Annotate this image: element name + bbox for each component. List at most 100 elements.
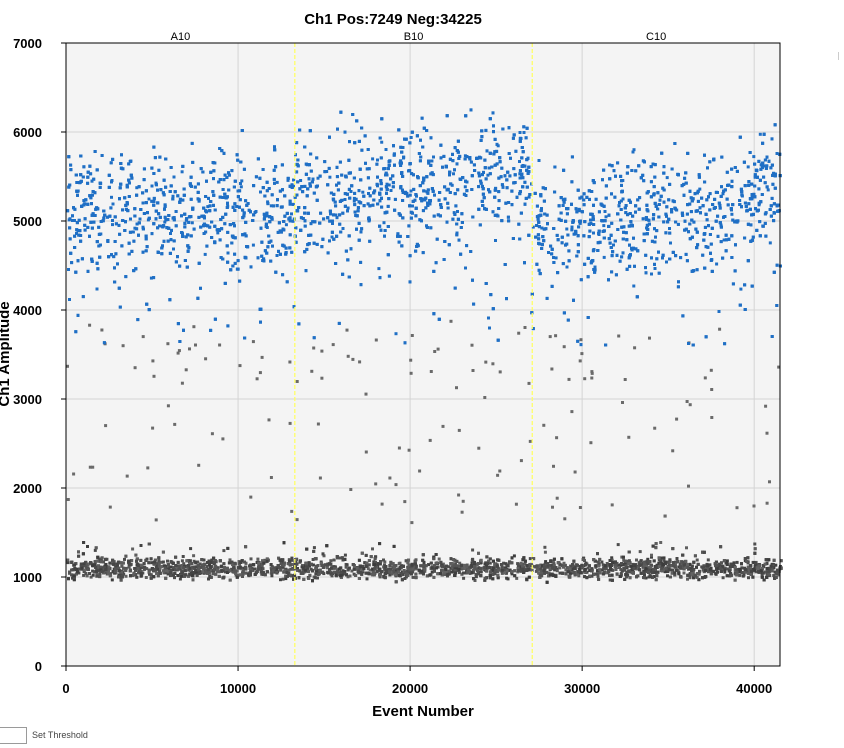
negative-point [341, 558, 345, 562]
negative-point [70, 568, 74, 572]
negative-point [588, 574, 592, 578]
negative-point [307, 561, 311, 565]
negative-point [222, 562, 226, 566]
positive-point [190, 221, 194, 225]
negative-point [162, 569, 165, 573]
negative-point [486, 561, 489, 565]
rain-point [173, 422, 177, 426]
positive-point [452, 211, 456, 215]
negative-point [471, 558, 474, 562]
negative-point [491, 568, 495, 572]
negative-point [485, 569, 489, 573]
negative-point [321, 570, 325, 574]
negative-point [127, 565, 131, 569]
negative-point [304, 563, 308, 567]
positive-point [463, 185, 467, 189]
negative-point [518, 567, 522, 571]
negative-point [257, 564, 261, 568]
negative-point [774, 563, 778, 567]
negative-point [214, 572, 218, 576]
negative-point [539, 566, 543, 570]
negative-point [644, 576, 648, 580]
negative-point [719, 569, 723, 573]
negative-point [652, 575, 656, 578]
negative-point [378, 542, 382, 546]
negative-point [660, 566, 664, 570]
negative-point [135, 559, 138, 563]
negative-point [516, 567, 520, 570]
negative-point [332, 570, 336, 574]
rain-point [251, 340, 255, 344]
negative-point [488, 561, 492, 565]
negative-point [522, 570, 526, 574]
negative-point [363, 561, 367, 565]
rain-point [550, 367, 554, 371]
positive-point [669, 241, 672, 245]
rain-point [133, 366, 137, 370]
negative-point [638, 568, 642, 572]
rain-point [523, 326, 527, 329]
negative-point [541, 564, 545, 568]
negative-point [770, 566, 774, 570]
negative-point [378, 562, 382, 566]
negative-point [289, 573, 293, 577]
negative-point [467, 568, 470, 572]
positive-point [604, 215, 608, 219]
negative-point [196, 566, 200, 570]
negative-point [377, 567, 381, 571]
negative-point [474, 567, 478, 571]
rain-point [688, 403, 692, 407]
negative-point [545, 580, 549, 584]
negative-point [306, 569, 310, 573]
negative-point [519, 569, 523, 573]
negative-point [206, 561, 210, 565]
negative-point [194, 568, 198, 572]
negative-point [391, 562, 395, 566]
negative-point [452, 564, 456, 568]
negative-point [360, 569, 364, 572]
negative-point [134, 569, 138, 572]
negative-point [295, 562, 299, 566]
negative-point [466, 570, 470, 574]
negative-point [512, 554, 516, 558]
negative-point [207, 577, 210, 581]
negative-point [162, 571, 166, 575]
negative-point [265, 559, 269, 563]
negative-point [635, 575, 638, 579]
negative-point [733, 578, 737, 582]
negative-point [174, 564, 178, 567]
rain-point [192, 325, 196, 329]
negative-point [725, 560, 729, 563]
negative-point [345, 573, 348, 577]
negative-point [157, 564, 161, 568]
negative-point [256, 567, 260, 571]
negative-point [414, 572, 418, 576]
positive-point [768, 241, 772, 245]
rain-point [627, 435, 631, 439]
negative-point [701, 576, 704, 580]
rain-point [310, 369, 314, 373]
negative-point [153, 560, 156, 564]
negative-point [556, 561, 560, 565]
positive-point [452, 172, 455, 176]
negative-point [528, 557, 532, 561]
negative-point [523, 562, 527, 566]
rain-point [320, 349, 324, 353]
negative-point [198, 572, 202, 575]
negative-point [620, 555, 624, 559]
negative-point [624, 559, 628, 563]
negative-point [623, 577, 627, 581]
positive-point [239, 185, 243, 189]
negative-point [497, 568, 501, 572]
negative-point [544, 560, 548, 564]
negative-point [350, 569, 354, 573]
negative-point [155, 572, 159, 575]
rain-point [441, 424, 445, 428]
negative-point [596, 569, 600, 573]
negative-point [690, 572, 694, 576]
negative-point [310, 569, 314, 573]
negative-point [779, 559, 783, 563]
negative-point [164, 576, 168, 580]
negative-point [123, 557, 126, 561]
rain-point [374, 482, 378, 486]
